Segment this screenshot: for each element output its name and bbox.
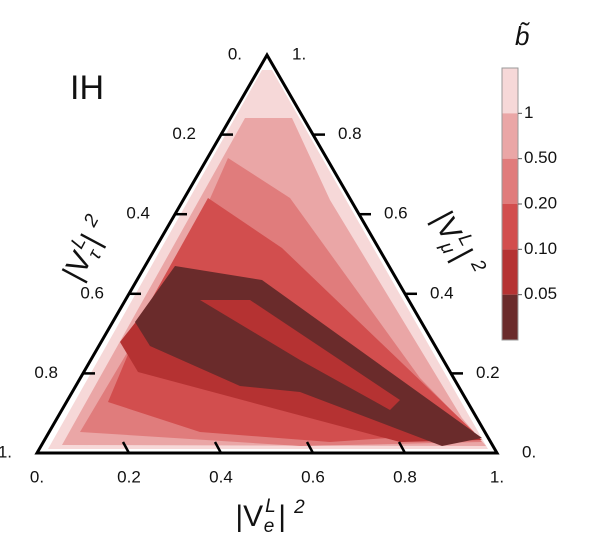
- colorbar-tick-label: 0.05: [524, 284, 557, 303]
- tick-label: 0.: [522, 442, 536, 461]
- axis-title-part: e: [264, 516, 275, 537]
- tick-label: 0.: [228, 44, 242, 63]
- colorbar-tick-label: 0.10: [524, 239, 557, 258]
- tick-mark: [305, 441, 315, 454]
- annotation: IH: [70, 69, 104, 107]
- tick-label: 0.2: [476, 363, 500, 382]
- colorbar-band: [502, 68, 518, 114]
- axis-title-part: |V: [235, 500, 263, 533]
- tick-label: 0.4: [126, 204, 150, 223]
- axis-title-part: |: [278, 500, 286, 533]
- colorbar-tick-label: 0.20: [524, 193, 557, 212]
- colorbar-band: [502, 113, 518, 159]
- tick-label: 1.: [490, 467, 504, 486]
- axis-title-part: L: [265, 496, 276, 517]
- colorbar-band: [502, 158, 518, 204]
- tick-label: 1.: [0, 442, 12, 461]
- colorbar-tick-label: 0.50: [524, 148, 557, 167]
- tick-mark: [121, 441, 131, 454]
- tick-label: 0.6: [384, 204, 408, 223]
- tick-label: 0.: [30, 467, 44, 486]
- tick-label: 0.4: [209, 467, 233, 486]
- tick-label: 0.8: [338, 124, 362, 143]
- contour-area: [48, 70, 488, 449]
- colorbar-tick-label: 1: [524, 103, 533, 122]
- tick-label: 0.2: [172, 124, 196, 143]
- axis-title-part: 2: [293, 497, 305, 518]
- axis-title-part: 2: [79, 211, 103, 231]
- tick-label: 0.8: [393, 467, 417, 486]
- tick-label: 0.2: [117, 467, 141, 486]
- colorbar-band: [502, 294, 518, 340]
- triangle-frame: [34, 52, 500, 455]
- axis-title: |VLμ|2: [422, 204, 491, 285]
- colorbar-band: [502, 204, 518, 250]
- contour-region: [200, 300, 400, 410]
- tick-mark: [213, 441, 223, 454]
- tick-label: 1.: [292, 44, 306, 63]
- tick-label: 0.4: [430, 283, 454, 302]
- tick-mark: [397, 441, 407, 454]
- tick-label: 0.8: [34, 363, 58, 382]
- tick-label: 0.6: [80, 283, 104, 302]
- colorbar-band: [502, 249, 518, 295]
- axis-title: |VLτ|2: [53, 210, 120, 288]
- tick-label: 0.6: [301, 467, 325, 486]
- axis-title-part: 2: [466, 255, 490, 275]
- colorbar-title: b̃: [515, 21, 531, 51]
